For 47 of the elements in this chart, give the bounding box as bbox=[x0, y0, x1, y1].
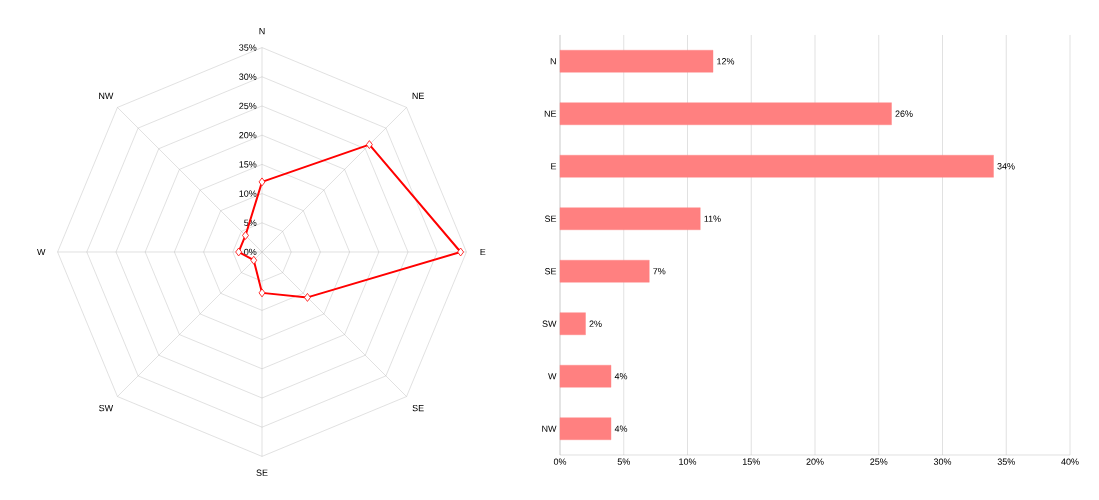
y-tick-label: 30% bbox=[239, 73, 257, 80]
data-label: 26% bbox=[895, 110, 913, 117]
bar bbox=[559, 417, 612, 440]
spoke-label: SE bbox=[256, 469, 268, 476]
y-tick-label: SE bbox=[544, 215, 557, 222]
y-tick-label: SE bbox=[544, 268, 557, 275]
y-tick-label: W bbox=[548, 373, 557, 380]
bar bbox=[559, 50, 714, 73]
y-tick-label: 25% bbox=[239, 102, 257, 110]
y-tick-label: 35% bbox=[239, 44, 257, 51]
y-tick-label: N bbox=[550, 58, 556, 65]
x-tick-label: 20% bbox=[806, 458, 824, 465]
bar bbox=[559, 260, 650, 283]
y-tick-label: E bbox=[551, 163, 557, 170]
data-label: 4% bbox=[614, 373, 628, 380]
bar bbox=[559, 207, 701, 230]
spoke-label: SW bbox=[99, 404, 114, 412]
y-tick-label: 10% bbox=[239, 190, 257, 197]
x-tick-label: 15% bbox=[742, 458, 760, 465]
data-label: 4% bbox=[614, 425, 628, 432]
data-label: 34% bbox=[997, 163, 1015, 170]
y-tick-label: NE bbox=[544, 110, 557, 117]
y-tick-label: 0% bbox=[244, 248, 257, 256]
spoke-label: NW bbox=[99, 92, 114, 99]
data-label: 12% bbox=[717, 58, 735, 65]
y-tick-label: SW bbox=[542, 320, 557, 327]
y-tick-label: 15% bbox=[239, 161, 257, 168]
x-tick-label: 40% bbox=[1061, 458, 1079, 465]
bar bbox=[559, 155, 994, 178]
x-tick-label: 5% bbox=[617, 458, 630, 465]
spoke-label: NE bbox=[412, 92, 424, 99]
x-tick-label: 35% bbox=[997, 458, 1015, 465]
x-tick-label: 25% bbox=[870, 458, 888, 465]
bar bbox=[559, 365, 612, 388]
spoke-label: E bbox=[480, 248, 486, 256]
spoke-label: W bbox=[37, 248, 46, 256]
data-label: 7% bbox=[653, 268, 666, 275]
x-tick-label: 10% bbox=[679, 458, 697, 465]
data-label: 11% bbox=[704, 215, 721, 222]
spoke-label: N bbox=[259, 28, 265, 35]
data-label: 2% bbox=[589, 320, 602, 327]
y-tick-label: 20% bbox=[239, 131, 257, 139]
spoke-label: SE bbox=[412, 404, 424, 412]
x-tick-label: 30% bbox=[933, 458, 952, 465]
bar bbox=[559, 102, 892, 125]
bar bbox=[559, 312, 586, 335]
y-tick-label: NW bbox=[542, 425, 557, 432]
